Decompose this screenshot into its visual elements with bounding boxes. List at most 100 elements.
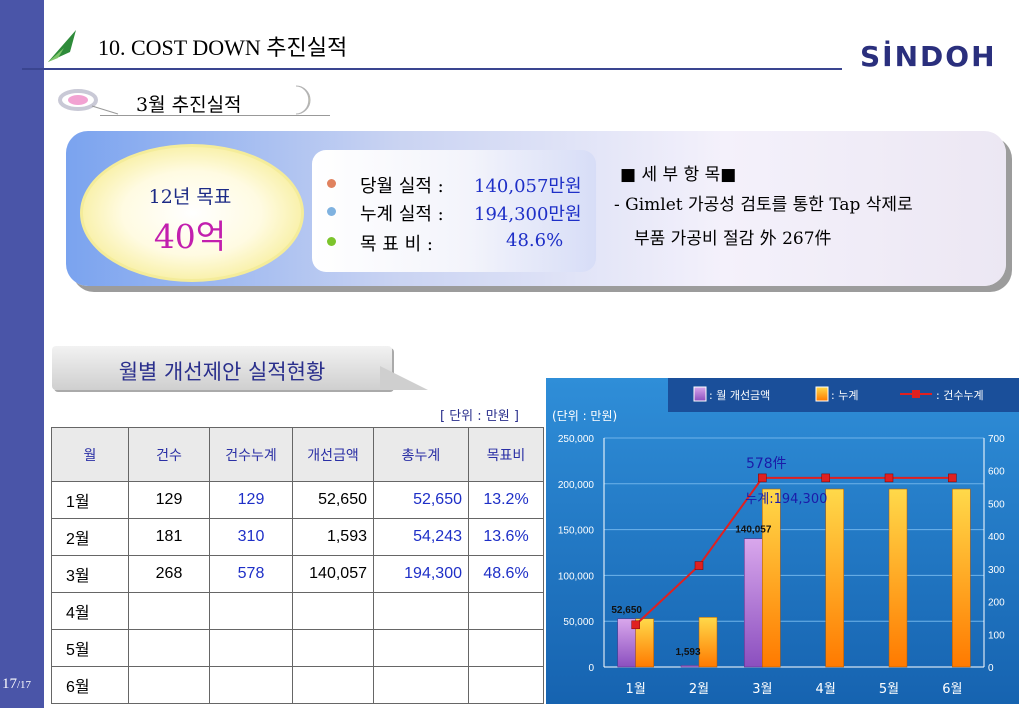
line-point <box>694 561 704 570</box>
line-point <box>758 473 767 483</box>
chart-annotation-count: 578件 <box>746 456 787 472</box>
bullet-dot-icon <box>327 207 336 216</box>
table-banner <box>52 346 392 390</box>
table-row: 6월 <box>51 666 544 704</box>
company-logo: SİNDOH <box>860 40 997 73</box>
line-point <box>821 473 830 483</box>
cell-total-cumulative <box>373 629 469 667</box>
cell-month: 6월 <box>51 666 129 704</box>
cell-month: 2월 <box>51 518 129 556</box>
y-right-tick-label: 0 <box>988 663 994 674</box>
cell-target-ratio <box>468 666 544 704</box>
legend-marker <box>912 390 920 398</box>
cell-total-cumulative <box>373 592 469 630</box>
x-tick-label: 3월 <box>752 682 772 697</box>
cell-target-ratio: 13.2% <box>468 481 544 519</box>
cell-amount <box>292 592 374 630</box>
y-right-tick-label: 400 <box>988 532 1005 543</box>
details-line-1: - Gimlet 가공성 검토를 통한 Tap 삭제로 <box>614 195 913 215</box>
y-right-tick-label: 100 <box>988 630 1005 641</box>
bar-data-label: 1,593 <box>675 647 700 658</box>
monthly-results-table: 월 건수 건수누계 개선금액 총누계 목표비 1월 129 129 52,650… <box>51 427 544 704</box>
y-right-tick-label: 600 <box>988 467 1005 478</box>
bar-cumulative <box>825 488 844 668</box>
banner-tail <box>380 366 428 390</box>
bar-cumulative <box>952 488 971 668</box>
table-row: 1월 129 129 52,650 52,650 13.2% <box>51 481 544 519</box>
x-tick-label: 2월 <box>689 682 709 697</box>
cell-count <box>128 592 210 630</box>
stat-target-ratio-value: 48.6% <box>506 230 564 251</box>
cell-amount: 52,650 <box>292 481 374 519</box>
line-count-cumulative <box>634 476 953 626</box>
subtitle-underline <box>100 115 330 116</box>
cell-total-cumulative: 194,300 <box>373 555 469 593</box>
col-header-target-ratio: 목표비 <box>468 427 544 482</box>
cell-count-cumulative: 310 <box>209 518 293 556</box>
goal-badge <box>80 144 304 282</box>
stat-monthly-label: 당월 실적 : <box>360 176 444 197</box>
legend-label: : 누계 <box>831 389 858 402</box>
y-right-tick-label: 300 <box>988 565 1005 576</box>
table-row: 3월 268 578 140,057 194,300 48.6% <box>51 555 544 593</box>
cell-target-ratio: 48.6% <box>468 555 544 593</box>
chart-canvas: : 월 개선금액: 누계: 건수누계 (단위 : 만원) 0 50,000 100,00… <box>546 378 1019 704</box>
y-right-tick-label: 500 <box>988 499 1005 510</box>
bar-cumulative <box>762 488 781 668</box>
y-left-tick-label: 200,000 <box>558 480 595 491</box>
bar-cumulative <box>635 618 654 668</box>
bullet-dot-icon <box>327 179 336 188</box>
cell-count-cumulative <box>209 666 293 704</box>
page-current: 17 <box>2 676 17 692</box>
chart-background <box>546 378 1019 704</box>
x-tick-label: 5월 <box>879 682 899 697</box>
page-total: /17 <box>17 679 32 691</box>
details-line-2: 부품 가공비 절감 外 267件 <box>634 229 832 249</box>
cell-count: 129 <box>128 481 210 519</box>
left-sidebar-bar <box>0 0 44 708</box>
cell-amount: 1,593 <box>292 518 374 556</box>
y-left-tick-label: 0 <box>588 663 594 674</box>
table-banner-title: 월별 개선제안 실적현황 <box>118 360 326 384</box>
legend-swatch <box>815 386 829 402</box>
table-row: 5월 <box>51 629 544 667</box>
table-header-row: 월 건수 건수누계 개선금액 총누계 목표비 <box>51 427 544 482</box>
title-divider <box>22 68 842 70</box>
cell-total-cumulative <box>373 666 469 704</box>
cell-count: 268 <box>128 555 210 593</box>
legend-swatch <box>693 386 707 402</box>
y-right-tick-label: 700 <box>988 434 1005 445</box>
bar-cumulative <box>888 488 908 668</box>
stat-target-ratio-label: 목 표 비 : <box>360 234 433 255</box>
cell-count-cumulative <box>209 629 293 667</box>
cell-total-cumulative: 54,243 <box>373 518 469 556</box>
table-row: 4월 <box>51 592 544 630</box>
goal-label: 12년 목표 <box>148 186 232 208</box>
cell-count-cumulative: 129 <box>209 481 293 519</box>
title-leaf-icon <box>48 30 76 62</box>
bar-data-label: 52,650 <box>611 605 642 616</box>
col-header-count-cumulative: 건수누계 <box>209 427 293 482</box>
cell-count-cumulative: 578 <box>209 555 293 593</box>
page-number: 17/17 <box>2 676 31 693</box>
y-left-tick-label: 150,000 <box>558 526 595 537</box>
line-point <box>884 473 894 483</box>
col-header-month: 월 <box>51 427 129 482</box>
col-header-count: 건수 <box>128 427 210 482</box>
cell-target-ratio <box>468 592 544 630</box>
col-header-amount: 개선금액 <box>292 427 374 482</box>
cell-month: 1월 <box>51 481 129 519</box>
cell-amount <box>292 666 374 704</box>
goal-value: 40억 <box>153 217 227 256</box>
y-left-tick-label: 100,000 <box>558 571 595 582</box>
bar-monthly-amount <box>680 665 700 668</box>
bar-monthly-amount <box>744 538 763 668</box>
y-right-tick-label: 200 <box>988 598 1005 609</box>
cell-target-ratio <box>468 629 544 667</box>
cell-target-ratio: 13.6% <box>468 518 544 556</box>
cell-count-cumulative <box>209 592 293 630</box>
cell-amount: 140,057 <box>292 555 374 593</box>
stat-monthly-value: 140,057만원 <box>474 176 582 197</box>
cell-amount <box>292 629 374 667</box>
bar-cumulative <box>698 617 718 668</box>
